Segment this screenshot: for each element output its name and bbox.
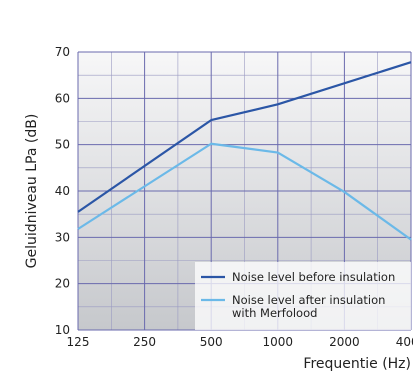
series-layer [77, 61, 412, 241]
y-tick-label: 50 [55, 138, 70, 152]
y-tick-label: 30 [55, 230, 70, 244]
y-tick-label: 70 [55, 45, 70, 59]
series-line-1 [77, 61, 412, 213]
x-tick-label: 125 [67, 335, 90, 349]
x-axis-label: Frequentie (Hz) [303, 356, 411, 372]
tick-labels: 10 20 30 40 50 60 70 125 250 500 1000 2000 4000 [55, 45, 413, 349]
legend-box [195, 262, 411, 330]
y-tick-label: 20 [55, 277, 70, 291]
y-axis-label: Geluidniveau LPa (dB) [24, 114, 40, 269]
x-tick-label: 1000 [263, 335, 294, 349]
y-tick-label: 10 [55, 323, 70, 337]
x-tick-label: 500 [200, 335, 223, 349]
x-tick-label: 250 [133, 335, 156, 349]
legend-entry: Noise level after insulation [232, 293, 385, 307]
y-tick-label: 60 [55, 91, 70, 105]
x-tick-label: 2000 [329, 335, 360, 349]
legend: Noise level before insulation Noise level… [195, 262, 411, 330]
y-tick-label: 40 [55, 184, 70, 198]
x-tick-label: 4000 [396, 335, 413, 349]
legend-entry: Noise level before insulation [232, 270, 395, 284]
legend-entry: with Merfolood [232, 306, 317, 320]
